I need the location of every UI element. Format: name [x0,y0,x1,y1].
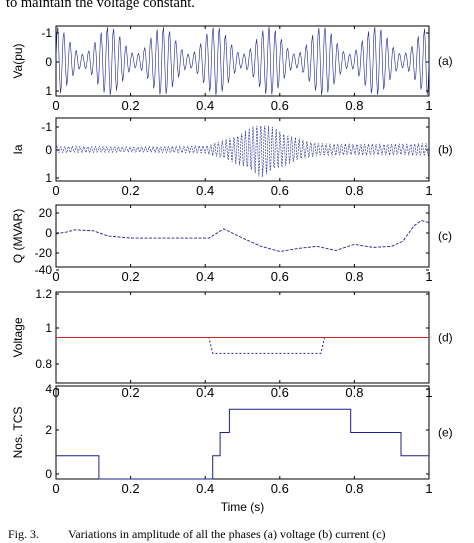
chart-panel-e: 0 0.2 0.4 0.6 0.8 1 4 2 0 Nos. TCS (e) Time (s) [11,382,453,514]
preceding-text: to maintain the voltage constant. [0,0,474,13]
x-tick-label: 0 [52,481,59,496]
series-line [56,408,429,480]
x-tick-label: 0.8 [345,481,363,496]
caption-text: Variations in amplitude of all the phase… [68,527,386,541]
x-tick-label: 0.6 [271,385,289,400]
axes-frame [55,204,430,268]
x-tick-label: 1 [425,269,432,284]
caption-number: Fig. 3. [8,527,40,541]
x-tick-label: 0.4 [196,183,214,198]
panel-label: (e) [438,426,453,440]
y-tick-label: -20 [35,246,53,260]
y-tick-label: -1 [41,26,52,40]
y-axis-label: Ia [11,144,25,154]
x-tick-label: 0.4 [196,385,214,400]
x-axis-label: Time (s) [221,500,265,514]
x-tick-label: 0.2 [122,98,140,113]
x-tick-label: 0.6 [271,481,289,496]
x-tick-label: 1 [425,183,432,198]
chart-panel-c: 0 0.2 0.4 0.6 0.8 1 20 0 -20 -40 Q (MVAR) (c) [11,204,452,284]
x-tick-label: 0.4 [196,269,214,284]
x-tick-label: 0.6 [271,183,289,198]
y-axis-label: Voltage [11,317,25,357]
x-tick-label: 0.2 [122,269,140,284]
y-tick-label: 4 [45,382,52,396]
y-axis-label: Nos. TCS [11,407,25,459]
x-tick-label: 0.8 [345,269,363,284]
x-tick-label: 0.4 [196,481,214,496]
x-tick-label: 0.2 [122,481,140,496]
x-tick-label: 0.6 [271,98,289,113]
y-tick-label: 0 [45,55,52,69]
x-tick-label: 0 [52,269,59,284]
x-tick-label: 0.2 [122,385,140,400]
panel-label: (a) [438,54,453,68]
y-tick-label: 1 [45,171,52,185]
series-line [56,337,429,354]
y-tick-label: 0 [45,143,52,157]
axes-frame [55,385,430,480]
y-axis-label: Q (MVAR) [11,209,25,263]
x-tick-label: 0.6 [271,269,289,284]
y-tick-label: 0.8 [35,357,52,371]
x-tick-label: 0.8 [345,98,363,113]
y-tick-label: 0 [45,226,52,240]
figure-caption: Fig. 3. Variations in amplitude of all th… [8,525,470,543]
x-tick-label: 0.4 [196,98,214,113]
x-tick-label: 1 [425,98,432,113]
y-axis-label: Va(pu) [11,43,25,78]
preceding-text-fragment: to maintain the voltage constant. [6,0,195,11]
series-line [55,125,430,178]
x-tick-label: 0.2 [122,183,140,198]
x-tick-label: 1 [425,481,432,496]
y-tick-label: 20 [39,206,53,220]
series-line [55,26,430,96]
y-tick-label: 1.2 [35,287,52,301]
y-tick-label: 1 [45,321,52,335]
panel-label: (c) [438,229,452,243]
x-tick-label: 0.8 [345,183,363,198]
x-tick-label: 0.8 [345,385,363,400]
y-tick-label: 0 [45,467,52,481]
y-tick-label: 1 [45,84,52,98]
x-tick-label: 0 [52,98,59,113]
series-line [55,220,430,252]
y-tick-label: -1 [41,120,52,134]
panel-label: (b) [438,143,453,157]
y-tick-label: 2 [45,423,52,437]
y-tick-label: -40 [35,263,53,277]
panel-label: (d) [438,331,453,345]
x-tick-label: 0 [52,183,59,198]
